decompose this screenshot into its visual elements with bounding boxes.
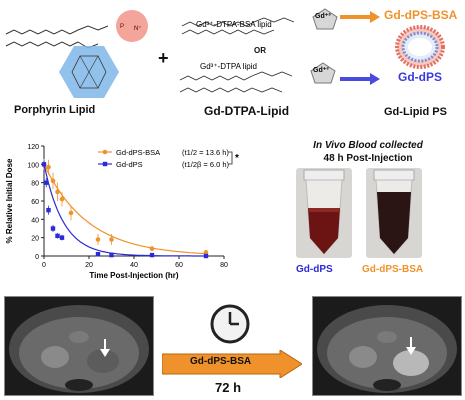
- plus-sign: +: [158, 48, 169, 68]
- data-point: [41, 162, 47, 167]
- or-label: OR: [254, 46, 266, 55]
- orange-arrow-icon: [340, 10, 380, 23]
- time-arrow: [161, 349, 303, 379]
- pk-chart: 0 20 40 60 80 100 120 0 20 40 60 80 Time Post-Inject…: [2, 136, 272, 292]
- x-tick-label: 60: [175, 262, 183, 269]
- data-point: [149, 252, 155, 258]
- data-point: [55, 233, 60, 239]
- product-bsa-label: Gd-dPS-BSA: [384, 8, 458, 22]
- y-tick-label: 100: [27, 162, 39, 169]
- data-point: [46, 164, 51, 170]
- dtpa-lipid-label: Gd³⁺-DTPA lipid: [200, 62, 257, 71]
- dtpa-bsa-lipid-structure: [180, 2, 330, 42]
- clock-icon: [210, 304, 250, 344]
- series-line: [43, 164, 206, 257]
- svg-text:P: P: [120, 24, 124, 30]
- y-tick-label: 60: [31, 199, 39, 206]
- blue-arrow-icon: [340, 72, 380, 85]
- data-point: [109, 237, 114, 242]
- product-dps-label: Gd-dPS: [398, 70, 442, 84]
- significance-star: *: [235, 153, 239, 164]
- gd-dtpa-lipid-label: Gd-DTPA-Lipid: [204, 104, 290, 118]
- dtpa-lipid-structure: [178, 60, 328, 104]
- data-point: [50, 226, 56, 231]
- tube-2-label: Gd-dPS-BSA: [362, 264, 424, 275]
- data-point: [109, 252, 114, 258]
- data-point: [95, 251, 101, 257]
- legend-name: Gd-dPS-BSA: [116, 148, 160, 157]
- vesicle-icon: [394, 24, 446, 70]
- legend-name: Gd-dPS: [116, 160, 143, 169]
- data-point: [50, 178, 56, 184]
- data-point: [203, 250, 209, 255]
- data-point: [55, 189, 60, 195]
- dtpa-bsa-lipid-label: Gd³⁺-DTPA-BSA lipid: [196, 20, 272, 29]
- data-point: [68, 210, 74, 216]
- gd-pentagon-2: [310, 62, 336, 84]
- mri-before: [4, 296, 154, 396]
- blood-title-text: In Vivo Blood collected: [313, 140, 423, 151]
- y-tick-label: 80: [31, 181, 39, 188]
- data-point: [59, 196, 65, 202]
- blood-tube-1: [296, 168, 352, 258]
- legend-halflife: (t1/2 = 13.6 h): [182, 148, 229, 157]
- gd-lipid-ps-label: Gd-Lipid PS: [384, 106, 447, 118]
- x-tick-label: 0: [42, 262, 46, 269]
- blood-title: In Vivo Blood collected: [284, 140, 452, 151]
- y-tick-label: 20: [31, 236, 39, 243]
- legend-halflife: (t1/2β = 6.0 h): [182, 160, 230, 169]
- data-point: [149, 246, 155, 251]
- x-axis-label: Time Post-Injection (hr): [89, 271, 179, 280]
- y-tick-label: 120: [27, 144, 39, 151]
- blood-tube-2: [366, 168, 422, 258]
- time-arrow-label: Gd-dPS-BSA: [190, 356, 252, 367]
- svg-text:N⁺: N⁺: [134, 25, 142, 32]
- gd-label-1: Gd⁺³: [315, 13, 331, 20]
- x-tick-label: 40: [130, 262, 138, 269]
- mri-after: [312, 296, 462, 396]
- time-label: 72 h: [215, 380, 242, 395]
- series-line: [43, 164, 207, 255]
- data-point: [44, 180, 49, 185]
- gd-label-2: Gd⁺³: [313, 67, 329, 74]
- blood-subtitle: 48 h Post-Injection: [323, 153, 413, 164]
- data-point: [95, 237, 101, 242]
- legend-marker: [102, 149, 108, 155]
- y-tick-label: 40: [31, 217, 39, 224]
- gd-pentagon-1: [312, 8, 338, 30]
- x-tick-label: 20: [85, 262, 93, 269]
- y-axis-label: % Relative Initial Dose: [5, 158, 14, 243]
- x-tick-label: 80: [220, 262, 228, 269]
- y-tick-label: 0: [35, 254, 39, 261]
- data-point: [46, 207, 51, 213]
- significance-bracket: [228, 151, 233, 165]
- tube-1-label: Gd-dPS: [296, 264, 333, 275]
- data-point: [59, 235, 65, 240]
- porphyrin-structure: P N⁺: [2, 4, 162, 104]
- legend-marker: [102, 161, 108, 167]
- data-point: [203, 253, 209, 259]
- porphyrin-lipid-label: Porphyrin Lipid: [14, 104, 96, 116]
